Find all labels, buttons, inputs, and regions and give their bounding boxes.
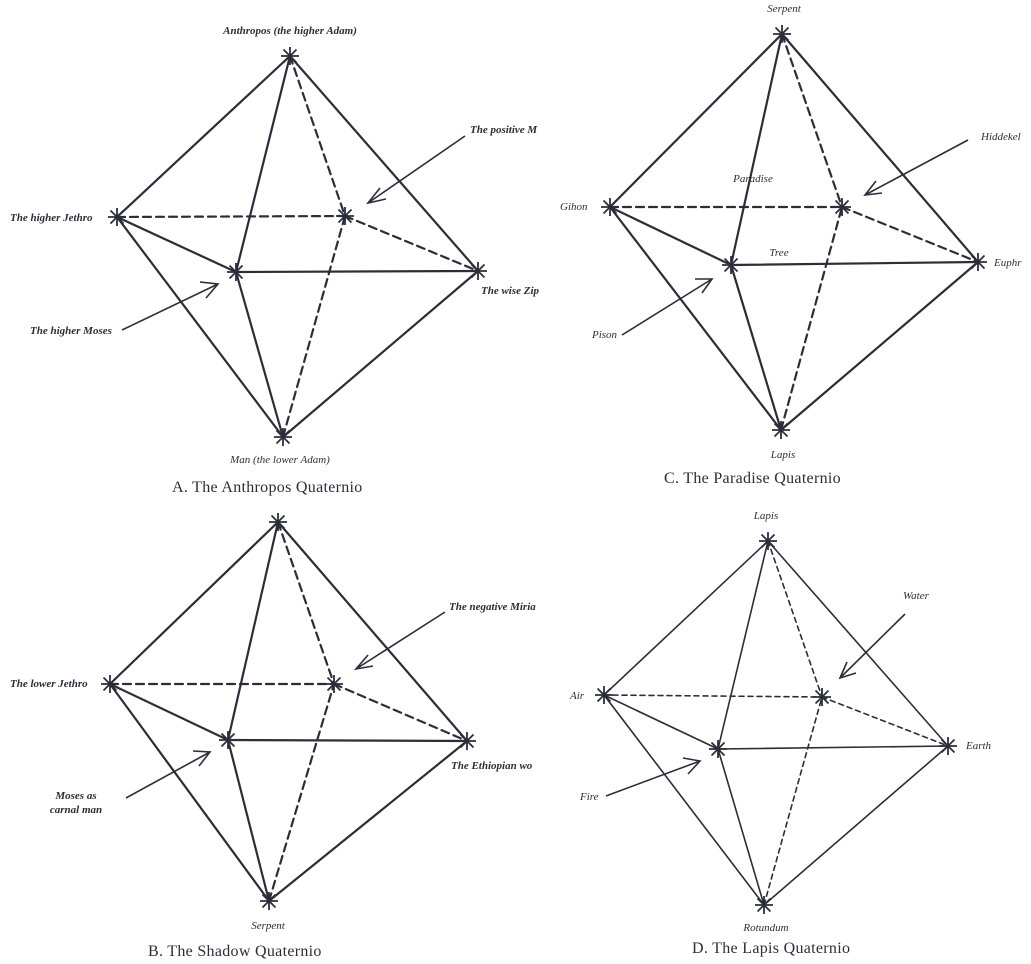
vertex-label-front: Pison [591, 329, 618, 341]
vertex-star [108, 208, 126, 226]
vertex-star [336, 207, 354, 225]
vertex-star [833, 198, 851, 216]
vertex-label-bottom: Man (the lower Adam) [229, 454, 330, 466]
vertex-star [595, 686, 613, 704]
pointer-arrow [365, 135, 466, 205]
vertex-label-front: The higher Moses [30, 325, 112, 337]
vertex-star [722, 256, 740, 274]
vertex-label-right: The Ethiopian wo [451, 760, 533, 772]
pointer-arrow [353, 611, 446, 671]
octahedron-edges [603, 540, 949, 906]
vertex-label-front: Fire [579, 791, 599, 803]
vertex-star [939, 737, 957, 755]
vertex-star [325, 675, 343, 693]
octahedron-edges [115, 54, 480, 439]
vertex-star [601, 198, 619, 216]
inner-label-tree: Tree [769, 247, 788, 259]
pointer-arrow [605, 757, 702, 797]
vertex-label-top: Anthropos (the higher Adam) [222, 25, 357, 37]
vertex-star [219, 731, 237, 749]
panel-lapis-quaternio: Lapis Air Water Earth Fire Rotundum D. T… [569, 510, 992, 957]
pointer-arrow [863, 139, 969, 197]
vertex-label-bottom: Serpent [251, 920, 286, 932]
vertex-star [709, 740, 727, 758]
vertex-star [759, 532, 777, 550]
vertex-label-right: Earth [965, 740, 992, 752]
octahedron-edges [108, 520, 469, 903]
panel-caption: C. The Paradise Quaternio [664, 470, 841, 487]
octahedron-edges [608, 32, 980, 432]
vertex-star [755, 896, 773, 914]
inner-label-paradise: Paradise [732, 173, 773, 185]
panel-caption: A. The Anthropos Quaternio [172, 479, 363, 496]
vertex-star [260, 892, 278, 910]
vertex-star [773, 25, 791, 43]
pointer-arrow [838, 613, 906, 680]
panel-caption: D. The Lapis Quaternio [692, 940, 850, 957]
vertex-star [458, 732, 476, 750]
panel-anthropos-quaternio: Anthropos (the higher Adam) The higher J… [10, 25, 540, 496]
panel-paradise-quaternio: Serpent Gihon Hiddekel Euphr Pison Lapis… [560, 3, 1022, 487]
pointer-arrow [121, 281, 220, 331]
panel-shadow-quaternio: The lower Jethro The negative Miria The … [10, 513, 536, 960]
vertex-star [813, 688, 831, 706]
vertex-label-front-line1: Moses as [54, 790, 96, 802]
vertex-label-top: Serpent [767, 3, 802, 15]
vertex-star [772, 421, 790, 439]
vertex-label-bottom: Rotundum [742, 922, 788, 934]
vertex-label-right: The wise Zip [481, 285, 540, 297]
pointer-arrow [125, 750, 212, 799]
vertex-star [101, 675, 119, 693]
pointer-arrow [621, 278, 714, 336]
vertex-label-back: Hiddekel [980, 131, 1021, 143]
vertex-label-front-line2: carnal man [50, 804, 102, 816]
vertex-star [469, 262, 487, 280]
vertex-label-right: Euphr [993, 257, 1022, 269]
vertex-label-back: The negative Miria [449, 601, 536, 613]
vertex-star [269, 513, 287, 531]
vertex-label-left: The higher Jethro [10, 212, 93, 224]
vertex-star [274, 428, 292, 446]
vertex-label-left: Gihon [560, 201, 588, 213]
vertex-label-left: The lower Jethro [10, 678, 88, 690]
panel-caption: B. The Shadow Quaternio [148, 943, 322, 960]
vertex-label-left: Air [569, 690, 585, 702]
vertex-label-back: The positive M [470, 124, 538, 136]
vertex-star [227, 263, 245, 281]
vertex-label-bottom: Lapis [770, 449, 795, 461]
vertex-label-top: Lapis [753, 510, 778, 522]
vertex-label-back: Water [903, 590, 930, 602]
vertex-star [969, 253, 987, 271]
vertex-star [281, 47, 299, 65]
